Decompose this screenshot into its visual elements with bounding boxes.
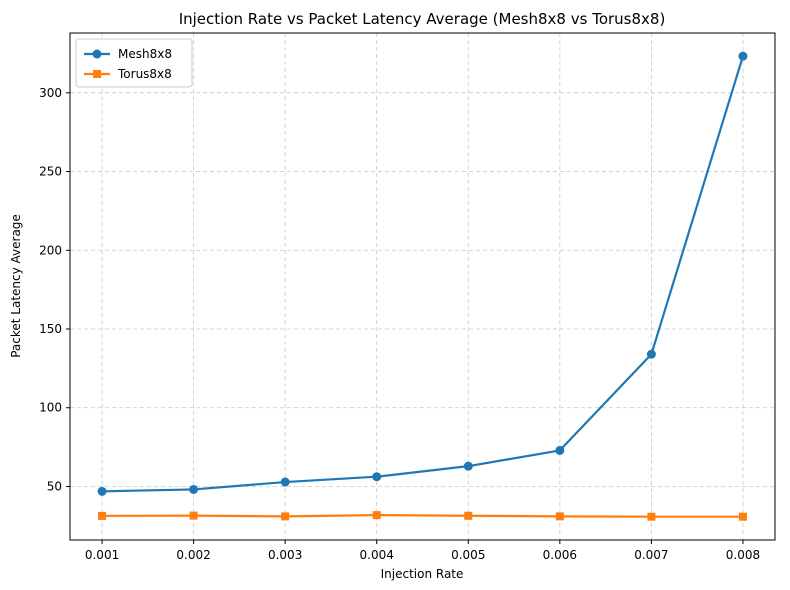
y-tick-label: 200: [39, 243, 62, 257]
data-point: [280, 477, 290, 487]
data-point: [189, 484, 199, 494]
series-line-mesh8x8: [102, 55, 745, 493]
data-point: [555, 512, 564, 521]
legend-label: Mesh8x8: [118, 47, 172, 61]
legend: Mesh8x8 Torus8x8: [75, 38, 193, 88]
x-tick-label: 0.003: [268, 548, 302, 562]
x-tick-label: 0.001: [85, 548, 119, 562]
x-tick-label: 0.004: [360, 548, 394, 562]
plot-frame: [69, 32, 776, 541]
data-point: [463, 461, 473, 471]
y-tick-label: 100: [39, 401, 62, 415]
data-point: [189, 511, 198, 520]
grid-lines: [70, 33, 775, 540]
x-tick-label: 0.007: [634, 548, 668, 562]
series-layer: [97, 51, 748, 521]
data-point: [738, 51, 748, 61]
data-point: [646, 349, 656, 359]
x-tick-label: 0.002: [176, 548, 210, 562]
legend-label: Torus8x8: [117, 67, 172, 81]
y-tick-label: 300: [39, 86, 62, 100]
data-point: [647, 512, 656, 521]
legend-marker: [93, 70, 101, 78]
data-point: [738, 512, 747, 521]
data-point: [555, 445, 565, 455]
data-point: [372, 472, 382, 482]
x-axis: 0.001 0.002 0.003 0.004 0.005 0.006 0.007 0.008: [85, 540, 760, 562]
chart-title: Injection Rate vs Packet Latency Average…: [179, 10, 666, 28]
y-axis: 50 100 150 200 250 300: [39, 86, 70, 493]
x-tick-label: 0.008: [726, 548, 760, 562]
data-point: [97, 486, 107, 496]
series-line-torus8x8: [102, 514, 743, 518]
y-axis-label: Packet Latency Average: [9, 214, 23, 358]
y-tick-label: 50: [47, 479, 62, 493]
x-axis-label: Injection Rate: [381, 567, 464, 581]
data-point: [281, 512, 290, 521]
legend-marker: [92, 49, 102, 59]
y-tick-label: 250: [39, 165, 62, 179]
data-point: [372, 511, 381, 520]
data-point: [464, 511, 473, 520]
x-tick-label: 0.006: [543, 548, 577, 562]
data-point: [98, 511, 107, 520]
x-tick-label: 0.005: [451, 548, 485, 562]
y-tick-label: 150: [39, 322, 62, 336]
